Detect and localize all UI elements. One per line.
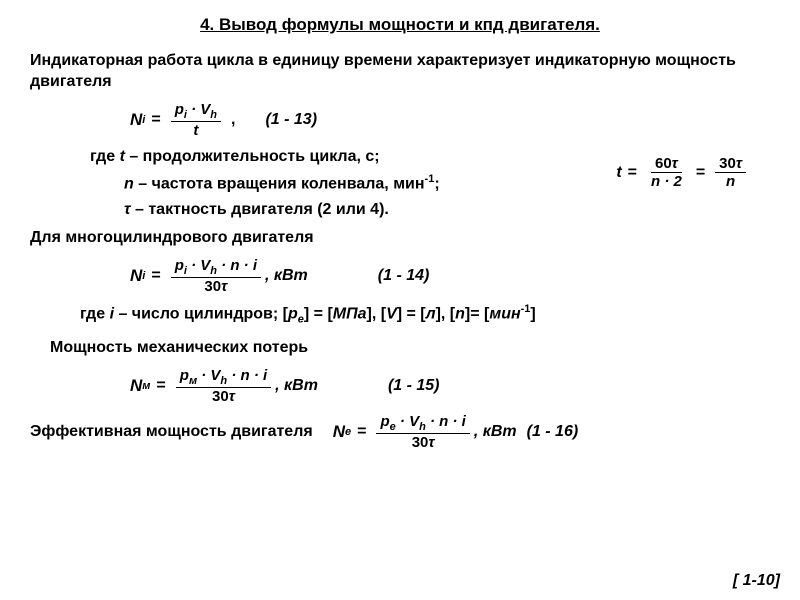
effective-power-row: Эффективная мощность двигателя Ne = pe ·… [30,413,770,451]
where-i: где i – число цилиндров; [pe] = [МПа], [… [80,301,770,328]
side-formula-t: t = 60τ n · 2 = 30τ n [616,155,750,190]
eq-label-1-15: (1 - 15) [388,377,440,395]
eff-label: Эффективная мощность двигателя [30,423,313,441]
eq-label-1-13: (1 - 13) [265,111,317,129]
intro-text: Индикаторная работа цикла в единицу врем… [30,51,770,93]
mech-loss-text: Мощность механических потерь [50,338,770,359]
multi-cylinder-text: Для многоцилиндрового двигателя [30,228,770,249]
where-tau: τ – тактность двигателя (2 или 4). [124,198,770,222]
equation-1-13: Ni = pi · Vh t , (1 - 13) [130,101,770,139]
equation-1-15: Nм = pм · Vh · n · i 30τ , кВт (1 - 15) [130,367,770,405]
equation-1-14: Ni = pi · Vh · n · i 30τ , кВт (1 - 14) [130,257,770,295]
eq-label-1-16: (1 - 16) [527,423,579,441]
eq-label-1-14: (1 - 14) [378,267,430,285]
equation-1-16: Ne = pe · Vh · n · i 30τ , кВт (1 - 16) [333,413,578,451]
page-footer: [ 1-10] [733,572,780,590]
section-title: 4. Вывод формулы мощности и кпд двигател… [30,15,770,35]
